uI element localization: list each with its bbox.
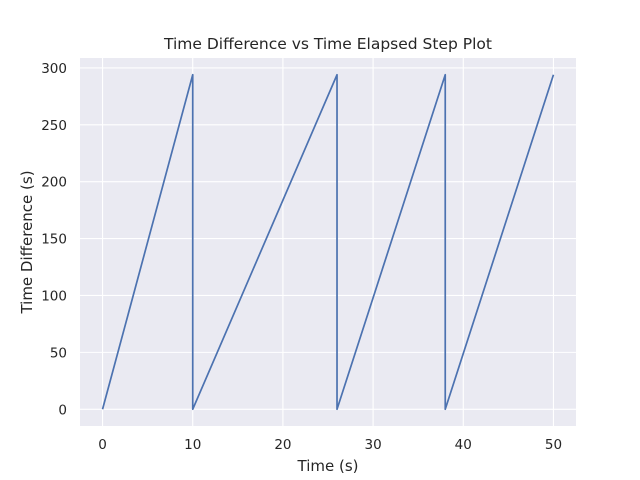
x-tick-label: 20 xyxy=(274,437,291,453)
y-tick-label: 200 xyxy=(41,175,67,191)
y-axis-label: Time Difference (s) xyxy=(18,170,36,314)
plot-background xyxy=(80,58,576,426)
y-tick-label: 100 xyxy=(41,288,67,304)
x-tick-label: 40 xyxy=(455,437,472,453)
x-tick-label: 0 xyxy=(98,437,107,453)
x-axis-label: Time (s) xyxy=(297,457,359,475)
x-tick-label: 30 xyxy=(364,437,381,453)
plot-area: 0 10 20 30 40 50 0 50 100 150 200 250 300 xyxy=(41,58,576,453)
y-tick-label: 50 xyxy=(50,345,67,361)
y-tick-label: 150 xyxy=(41,232,67,248)
series-line xyxy=(101,73,555,411)
y-tick-label: 300 xyxy=(41,61,67,77)
y-tick-label: 250 xyxy=(41,118,67,134)
y-tick-label: 0 xyxy=(58,402,67,418)
chart-title: Time Difference vs Time Elapsed Step Plo… xyxy=(163,35,492,53)
x-tick-label: 50 xyxy=(545,437,562,453)
x-tick-label: 10 xyxy=(184,437,201,453)
